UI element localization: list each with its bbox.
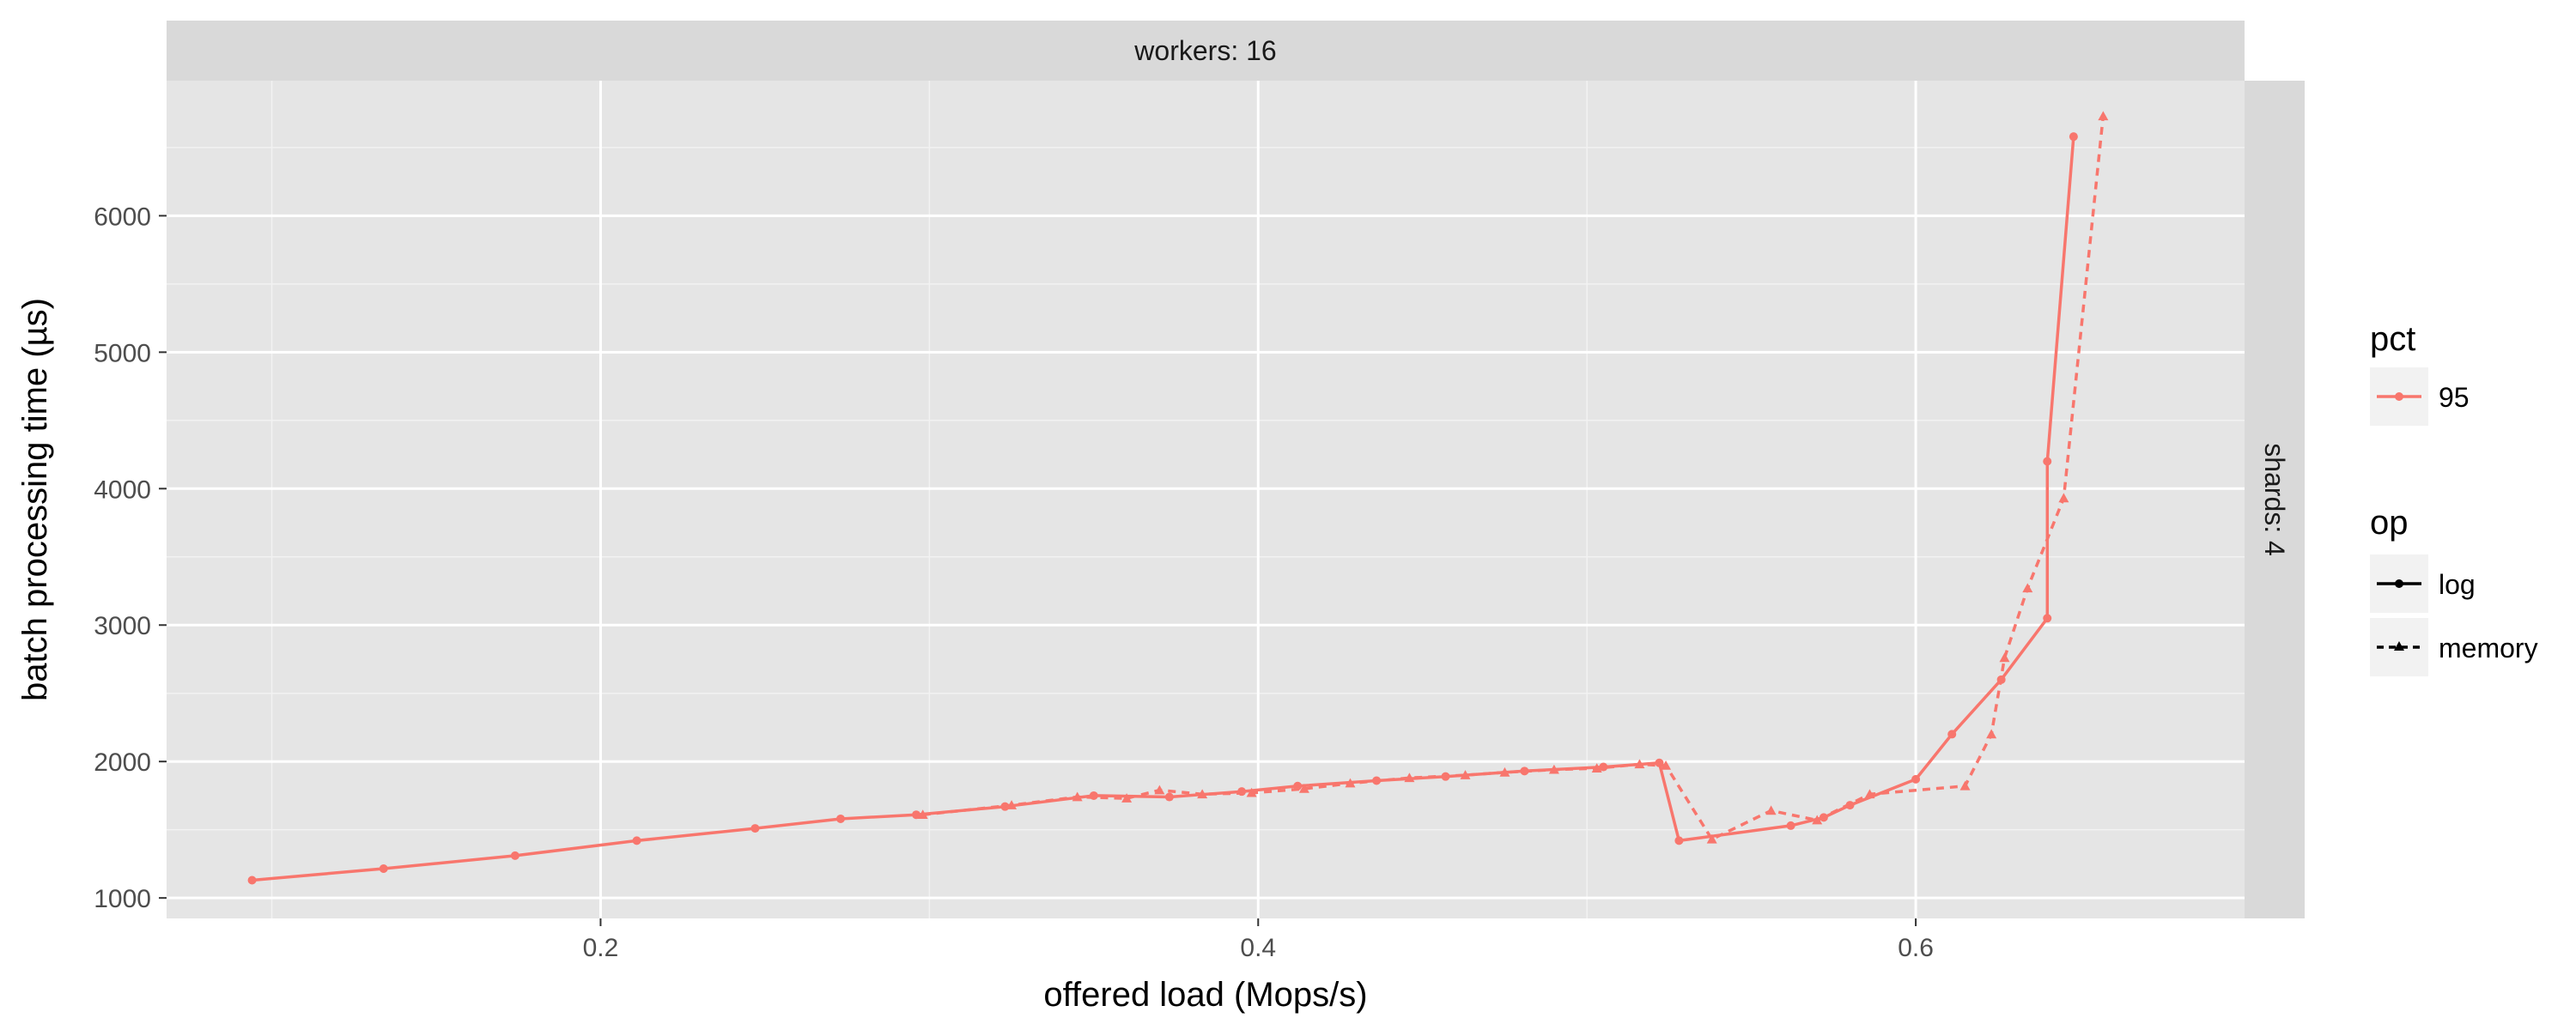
data-point-log — [632, 836, 641, 845]
legend-op-title: op — [2370, 504, 2409, 542]
data-point-memory — [1812, 815, 1823, 825]
data-point-log — [912, 810, 921, 820]
legend-op-log-label: log — [2439, 569, 2476, 600]
data-point-log — [510, 851, 519, 860]
y-tick-label: 2000 — [94, 748, 151, 777]
y-tick-label: 5000 — [94, 339, 151, 367]
data-point-memory — [1986, 729, 1997, 739]
data-point-log — [1911, 774, 1921, 784]
data-point-log — [1599, 762, 1608, 772]
data-point-memory — [1864, 789, 1875, 799]
data-point-memory — [1591, 763, 1602, 772]
legend-op-log-marker — [2395, 579, 2403, 588]
legend-op-memory-label: memory — [2439, 633, 2538, 663]
data-point-memory — [1999, 652, 2010, 663]
series-layer — [247, 111, 2109, 885]
data-point-memory — [1765, 805, 1777, 815]
data-point-memory — [1959, 780, 1971, 791]
legend-op-memory-marker — [2394, 641, 2404, 651]
data-point-memory — [2058, 493, 2069, 503]
facet-strip-right — [2245, 81, 2305, 918]
y-tick-label: 6000 — [94, 203, 151, 231]
data-point-memory — [1634, 759, 1645, 769]
legend: pct 95 op log memory — [2370, 320, 2538, 676]
data-point-memory — [1548, 764, 1559, 774]
data-point-memory — [917, 809, 928, 819]
y-axis-title: batch processing time (µs) — [16, 298, 54, 701]
data-point-memory — [1246, 787, 1257, 797]
data-point-log — [379, 863, 388, 873]
facet-strip-right-label: shards: 4 — [2259, 443, 2290, 556]
x-axis-title: offered load (Mops/s) — [1043, 976, 1367, 1014]
data-point-log — [1674, 836, 1684, 845]
facet-strip-top — [167, 21, 2245, 81]
data-point-log — [2043, 457, 2052, 466]
data-point-memory — [1154, 785, 1165, 795]
y-tick-label: 1000 — [94, 885, 151, 913]
legend-pct-title: pct — [2370, 320, 2415, 358]
x-tick-labels: 0.2 0.4 0.6 — [583, 934, 1934, 962]
data-point-memory — [1072, 791, 1083, 802]
x-tick-label: 0.4 — [1240, 934, 1276, 962]
data-point-log — [1786, 821, 1795, 830]
legend-pct-entry: 95 — [2439, 382, 2470, 413]
data-point-memory — [1197, 789, 1208, 799]
legend-pct-marker — [2395, 392, 2403, 401]
y-tick-labels: 1000 2000 3000 4000 5000 6000 — [94, 203, 151, 913]
data-point-log — [750, 824, 760, 833]
data-point-log — [2043, 614, 2052, 623]
axis-ticks — [159, 215, 1917, 926]
facet-strip-top-label: workers: 16 — [1133, 35, 1276, 66]
data-point-memory — [1404, 772, 1415, 783]
data-point-log — [247, 876, 257, 885]
data-point-memory — [1460, 770, 1471, 779]
data-point-memory — [1006, 800, 1018, 809]
plot-panel — [167, 81, 2245, 918]
x-tick-label: 0.6 — [1898, 934, 1934, 962]
data-point-log — [2069, 132, 2078, 142]
data-point-memory — [2022, 583, 2033, 593]
data-point-log — [1164, 792, 1174, 802]
y-tick-label: 4000 — [94, 476, 151, 504]
data-point-memory — [1661, 760, 1672, 770]
data-point-memory — [2098, 111, 2109, 121]
y-tick-label: 3000 — [94, 612, 151, 640]
x-tick-label: 0.2 — [583, 934, 619, 962]
data-point-memory — [1345, 778, 1356, 788]
data-point-memory — [1706, 833, 1717, 844]
data-point-memory — [1298, 783, 1309, 793]
data-point-memory — [1121, 793, 1133, 803]
data-point-log — [835, 814, 845, 823]
series-memory — [917, 111, 2109, 844]
minor-gridlines — [167, 81, 2245, 918]
data-point-memory — [1499, 766, 1510, 777]
major-gridlines — [167, 81, 2245, 918]
data-point-log — [1947, 730, 1957, 739]
